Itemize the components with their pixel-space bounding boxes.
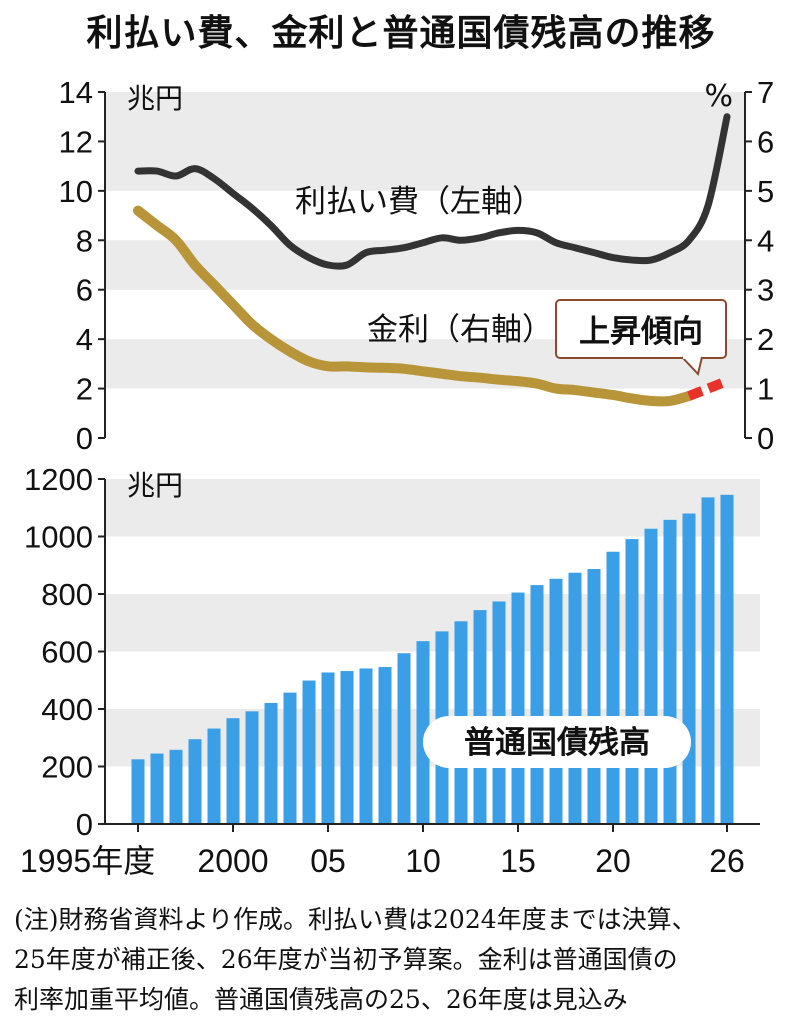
bar [568,572,582,824]
left-axis-tick-label: 4 [76,322,93,357]
bar-y-axis-tick-label: 1200 [24,462,93,497]
interest-rate-projected-line [687,376,729,401]
left-axis-tick-label: 10 [59,174,93,209]
x-axis-tick-label: 05 [310,843,346,879]
bar [245,711,259,824]
callout-box [555,299,727,359]
bar [188,739,202,824]
right-axis-tick-label: 1 [757,372,774,407]
interest-payment-label: 利払い費（左軸） [295,184,543,220]
bar [682,513,696,824]
callout-text: 上昇傾向 [579,314,703,350]
bar [587,568,601,824]
right-axis-tick-label: 5 [757,174,774,209]
bond-balance-label: 普通国債残高 [464,725,650,761]
callout-pointer [681,356,703,377]
bar [169,749,183,824]
bar [378,667,392,824]
right-axis-tick-label: 4 [757,223,774,258]
bar [207,728,221,824]
interest-rate-label: 金利（右軸） [367,312,553,348]
left-axis-tick-label: 2 [76,372,93,407]
bar-y-axis-unit: 兆円 [127,469,183,502]
left-axis-unit: 兆円 [127,82,183,115]
left-axis-tick-label: 12 [59,124,93,159]
right-axis-unit: % [704,79,733,114]
x-axis-tick-label: 15 [500,843,536,879]
bar-y-axis-tick-label: 200 [41,750,93,785]
bar [530,585,544,824]
bar [302,680,316,824]
bond-balance-label-pill [423,716,691,768]
right-axis-tick-label: 6 [757,124,774,159]
interest-rate-line [133,205,694,407]
bar [321,672,335,824]
bar-y-axis-tick-label: 0 [76,807,93,842]
x-axis-tick-label: 26 [709,843,745,879]
bar [131,759,145,824]
footnote: (注)財務省資料より作成。利払い費は2024年度までは決算、 25年度が補正後、… [14,900,794,1020]
bar-y-axis-tick-label: 800 [41,577,93,612]
bar-y-axis-tick-label: 400 [41,692,93,727]
bar [264,702,278,824]
gridline-band [105,479,760,537]
right-axis-tick-label: 2 [757,322,774,357]
bar [416,641,430,824]
bar [663,519,677,824]
right-axis-tick-label: 7 [757,75,774,110]
footnote-line: 25年度が補正後、26年度が当初予算案。金利は普通国債の [14,945,678,974]
x-axis-tick-label: 1995年度 [20,843,155,879]
bar [492,601,506,824]
footnote-line: 利率加重平均値。普通国債残高の25、26年度は見込み [14,985,628,1014]
bar [226,718,240,824]
left-axis-tick-label: 6 [76,273,93,308]
bar [549,578,563,824]
left-axis-tick-label: 0 [76,421,93,456]
bar [720,494,734,824]
bar [359,668,373,824]
bar [625,539,639,824]
bar-y-axis-tick-label: 600 [41,635,93,670]
right-axis-tick-label: 3 [757,273,774,308]
bar [606,551,620,824]
bar [701,497,715,824]
gridline-band [105,92,745,142]
gridline-band [105,594,760,652]
left-axis-tick-label: 8 [76,223,93,258]
interest-payment-line [134,113,731,270]
left-axis-tick-label: 14 [59,75,93,110]
x-axis-tick-label: 2000 [197,843,268,879]
footnote-line: (注)財務省資料より作成。利払い費は2024年度までは決算、 [14,905,697,934]
gridline-band [105,141,745,191]
chart-title: 利払い費、金利と普通国債残高の推移 [86,13,716,54]
bar [340,671,354,824]
bar [283,692,297,824]
callout-pointer-mask [683,354,700,359]
right-axis-tick-label: 0 [757,421,774,456]
bar-y-axis-tick-label: 1000 [24,520,93,555]
x-axis-tick-label: 20 [595,843,631,879]
bar [150,753,164,824]
x-axis-tick-label: 10 [405,843,441,879]
bar [644,528,658,824]
bar [511,592,525,824]
bar [397,653,411,824]
